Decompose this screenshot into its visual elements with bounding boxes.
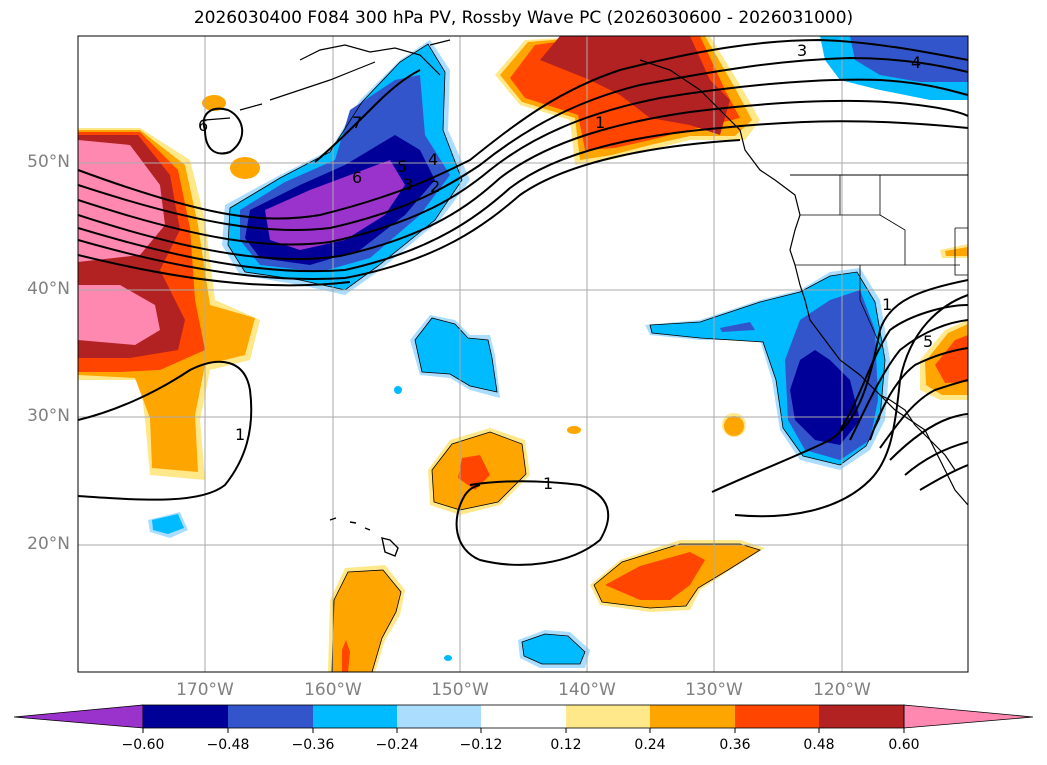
colorbar-tick-label: 0.48 xyxy=(803,737,835,753)
colorbar-swatch xyxy=(481,705,566,728)
pv-shading xyxy=(78,36,968,672)
pv-negative-ne-blue xyxy=(850,36,968,82)
colorbar-tick-label: −0.48 xyxy=(206,737,250,753)
colorbar xyxy=(13,704,1034,733)
colorbar-swatch xyxy=(143,705,228,728)
contour-label: 4 xyxy=(911,53,921,72)
contour-label: 6 xyxy=(198,116,208,135)
contour-label: 5 xyxy=(923,332,933,351)
colorbar-tick-label: −0.36 xyxy=(291,737,335,753)
aleutian-islands xyxy=(204,61,376,121)
state-borders xyxy=(795,175,968,346)
colorbar-swatch xyxy=(819,705,904,728)
baja-coast xyxy=(879,394,956,471)
contour-1-east xyxy=(711,279,968,493)
rossby-contours xyxy=(78,38,968,566)
canada-coast xyxy=(639,59,801,266)
lon-label: 160°W xyxy=(304,680,362,700)
lon-label: 120°W xyxy=(813,680,871,700)
lon-label: 150°W xyxy=(431,680,489,700)
lon-label: 170°W xyxy=(176,680,234,700)
colorbar-swatch xyxy=(228,705,313,728)
coastlines xyxy=(204,39,968,557)
contour-7 xyxy=(314,69,421,163)
colorbar-tick-label: −0.60 xyxy=(121,737,165,753)
pv-positive-dot xyxy=(230,157,260,179)
contour-label: 7 xyxy=(352,113,362,132)
colorbar-swatch xyxy=(313,705,397,728)
colorbar-tick-label: 0.60 xyxy=(888,737,920,753)
contour-label: 4 xyxy=(428,150,438,169)
lon-label: 140°W xyxy=(558,680,616,700)
lat-label: 50°N xyxy=(27,152,70,172)
contour-label: 3 xyxy=(403,175,413,194)
map-title: 2026030400 F084 300 hPa PV, Rossby Wave … xyxy=(193,8,854,28)
contour-1-sw xyxy=(78,360,253,501)
colorbar-swatch xyxy=(397,705,481,728)
colorbar-tick-label: −0.12 xyxy=(459,737,503,753)
contour-1-central xyxy=(455,480,610,566)
contour-label: 1 xyxy=(235,425,245,444)
contour-labels: 6 7 6 5 4 3 2 1 3 4 1 1 5 1 xyxy=(198,41,933,493)
hawaii-islands xyxy=(329,517,399,557)
colorbar-extend-low xyxy=(13,704,144,729)
alaska-coast xyxy=(299,39,451,76)
colorbar-extend-high xyxy=(903,704,1034,729)
colorbar-tick-label: 0.36 xyxy=(719,737,751,753)
colorbar-tick-label: 0.24 xyxy=(634,737,666,753)
contour-label: 3 xyxy=(797,41,807,60)
lon-label: 130°W xyxy=(685,680,743,700)
contour-label: 1 xyxy=(595,113,605,132)
pv-negative-north-purple xyxy=(265,160,405,250)
contour-label: 5 xyxy=(397,157,407,176)
colorbar-swatch xyxy=(566,705,650,728)
map-frame xyxy=(77,35,969,673)
contour-6-small xyxy=(202,107,244,155)
colorbar-swatch xyxy=(650,705,735,728)
colorbar-swatch xyxy=(735,705,819,728)
contour-label: 1 xyxy=(882,295,892,314)
lat-label: 30°N xyxy=(27,406,70,426)
lat-label: 20°N xyxy=(27,534,70,554)
contour-label: 6 xyxy=(352,168,362,187)
contour-label: 2 xyxy=(430,177,440,196)
contour-label: 1 xyxy=(543,474,553,493)
colorbar-tick-label: 0.12 xyxy=(550,737,582,753)
lat-label: 40°N xyxy=(27,279,70,299)
colorbar-tick-label: −0.24 xyxy=(375,737,419,753)
contour-west-1 xyxy=(78,38,968,220)
